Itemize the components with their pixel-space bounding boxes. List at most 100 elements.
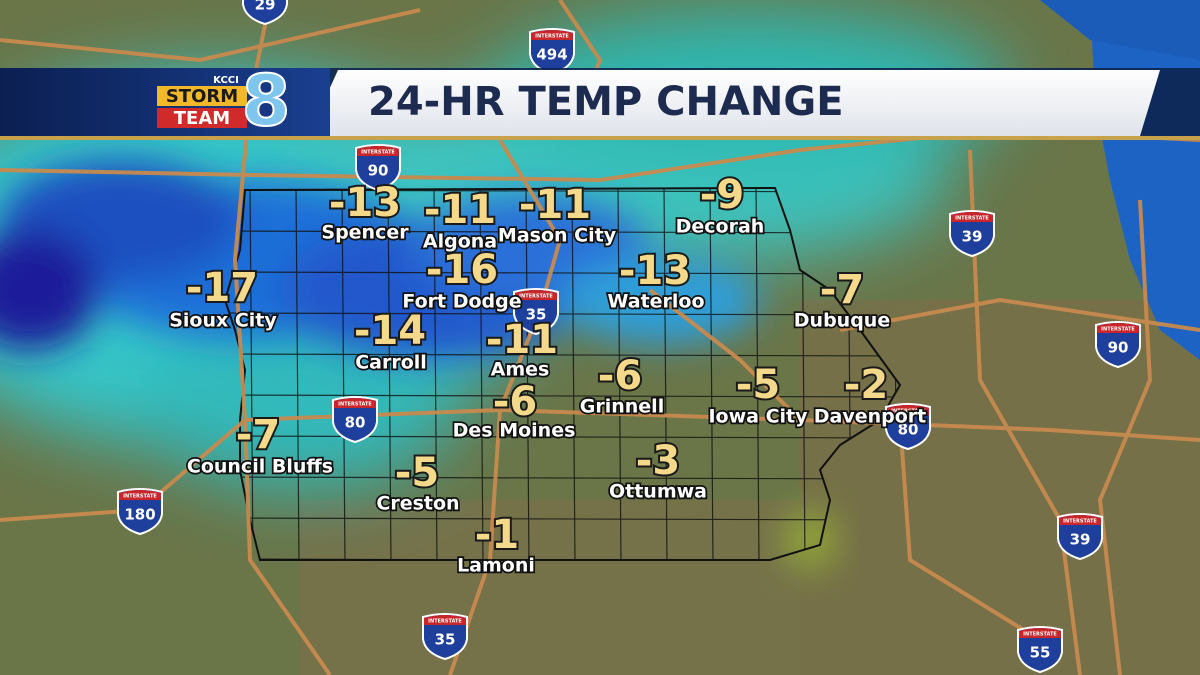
- shield-label: INTERSTATE: [338, 402, 372, 408]
- interstate-shield: INTERSTATE 39: [1057, 513, 1103, 561]
- shield-top: [1097, 323, 1139, 333]
- county-line: [663, 188, 668, 560]
- county-line: [571, 188, 576, 560]
- city-name: Mason City: [498, 225, 617, 247]
- temp-change: -14: [354, 308, 426, 354]
- city-name: Fort Dodge: [402, 291, 521, 313]
- shield-number: 90: [1108, 339, 1129, 357]
- city-name: Waterloo: [607, 291, 704, 313]
- logo-line2: TEAM: [174, 108, 230, 129]
- shield-body: [529, 28, 575, 76]
- county-line: [341, 188, 346, 560]
- shield-number: 494: [536, 46, 567, 64]
- county-line: [295, 188, 300, 560]
- interstate-shield: INTERSTATE 494: [529, 28, 575, 76]
- temp-change: -9: [700, 172, 744, 218]
- temp-change: -2: [844, 362, 888, 408]
- logo-line1: STORM: [166, 86, 238, 107]
- temp-change: -16: [426, 247, 498, 293]
- shield-number: 90: [368, 162, 389, 180]
- interstate-shield: INTERSTATE 55: [1017, 626, 1063, 674]
- logo-number: 8: [242, 60, 291, 142]
- shield-number: 39: [962, 228, 983, 246]
- shield-number: 80: [345, 414, 366, 432]
- county-line: [387, 188, 392, 560]
- shield-body: [117, 488, 163, 536]
- shield-number: 180: [124, 506, 155, 524]
- shield-top: [1019, 628, 1061, 638]
- city-name: Davenport: [814, 406, 927, 428]
- header: STORM TEAM KCCI 8 24-HR TEMP CHANGE: [0, 59, 1200, 143]
- county-line: [225, 476, 900, 480]
- county-line: [617, 188, 622, 560]
- temp-change: -7: [820, 267, 864, 313]
- county-line: [225, 394, 900, 398]
- temp-change: -11: [424, 187, 496, 233]
- shield-number: 55: [1030, 644, 1051, 662]
- shield-body: [1095, 321, 1141, 369]
- city-name: Dubuque: [794, 310, 890, 332]
- city-name: Decorah: [676, 216, 765, 238]
- shield-label: INTERSTATE: [1023, 632, 1057, 638]
- shield-label: INTERSTATE: [955, 216, 989, 222]
- interstate-shield: INTERSTATE 80: [332, 396, 378, 444]
- temp-change: -11: [519, 182, 591, 228]
- interstate-shield: INTERSTATE29: [242, 0, 288, 26]
- temp-change: -11: [486, 317, 558, 363]
- shield-top: [531, 30, 573, 40]
- county-line: [225, 271, 900, 275]
- temp-change: -13: [329, 180, 401, 226]
- temp-change: -17: [186, 265, 258, 311]
- shield-body: [355, 144, 401, 192]
- county-line: [225, 353, 900, 357]
- temp-change: -5: [395, 450, 439, 496]
- city-name: Lamoni: [457, 555, 535, 577]
- temp-change: -6: [493, 379, 537, 425]
- shield-number: 80: [898, 421, 919, 439]
- county-line: [225, 312, 900, 316]
- shield-top: [334, 398, 376, 408]
- interstate-shield: INTERSTATE 90: [1095, 321, 1141, 369]
- city-name: Sioux City: [169, 310, 277, 332]
- city-name: Spencer: [321, 222, 409, 244]
- shield-top: [1059, 515, 1101, 525]
- county-line: [479, 188, 484, 560]
- logo-station: KCCI: [213, 75, 239, 86]
- county-line: [225, 517, 900, 521]
- shield-number: 39: [1070, 531, 1091, 549]
- shield-label: INTERSTATE: [1101, 327, 1135, 333]
- temp-change: -5: [736, 362, 780, 408]
- shield-label: INTERSTATE: [123, 494, 157, 500]
- shield-body: [422, 613, 468, 661]
- city-name: Carroll: [355, 352, 427, 374]
- county-line: [249, 188, 254, 560]
- city-name: Ames: [491, 359, 550, 381]
- city-name: Creston: [376, 493, 459, 515]
- shield-top: [119, 490, 161, 500]
- shield-label: INTERSTATE: [428, 619, 462, 625]
- shield-body: [242, 0, 288, 26]
- shield-top: [951, 212, 993, 222]
- interstate-shield: INTERSTATE 39: [949, 210, 995, 258]
- shield-label: INTERSTATE: [519, 294, 553, 300]
- shield-body: [513, 288, 559, 336]
- title: 24-HR TEMP CHANGE: [368, 79, 844, 125]
- shield-body: [885, 403, 931, 451]
- shield-number: 29: [255, 0, 276, 14]
- shield-label: INTERSTATE: [535, 34, 569, 40]
- interstate-shield: INTERSTATE 180: [117, 488, 163, 536]
- interstate-shield: INTERSTATE 35: [513, 288, 559, 336]
- shield-body: [949, 210, 995, 258]
- shield-label: INTERSTATE: [361, 150, 395, 156]
- interstate-shields: INTERSTATE29INTERSTATE494INTERSTATE90INT…: [117, 0, 1141, 674]
- county-line: [433, 188, 438, 560]
- city-name: Algona: [423, 231, 497, 253]
- interstate-shield: INTERSTATE 90: [355, 144, 401, 192]
- city-name: Iowa City: [708, 406, 808, 428]
- shield-body: [332, 396, 378, 444]
- shield-number: 35: [435, 631, 456, 649]
- interstate-shield: INTERSTATE 80: [885, 403, 931, 451]
